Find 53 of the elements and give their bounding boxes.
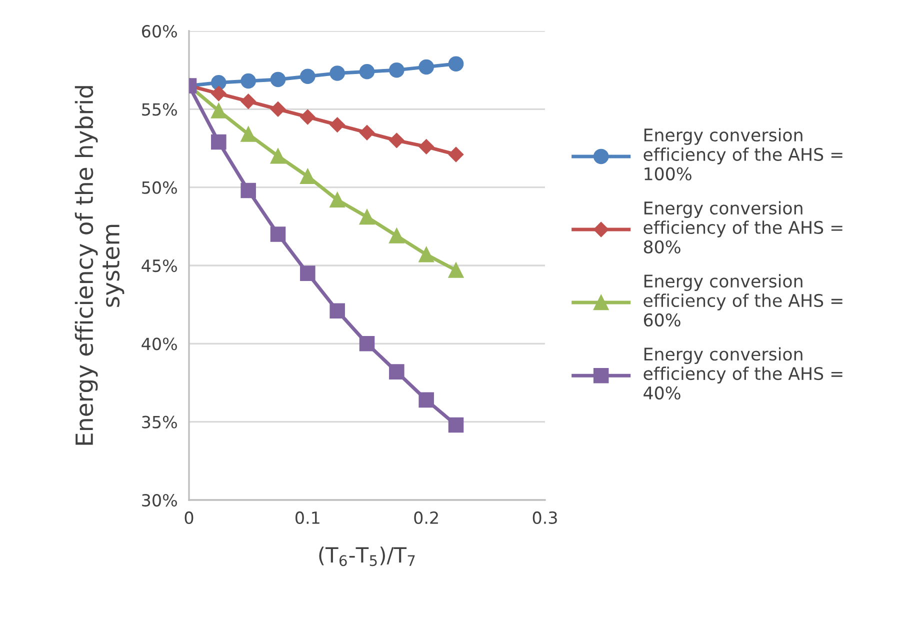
point [300,68,316,84]
y-tick-label: 30% [142,494,177,507]
point [359,209,375,225]
legend-label: Energy conversion efficiency of the AHS = 60% [644,274,842,326]
point [418,59,434,75]
point [330,192,345,208]
point [300,168,316,184]
point [359,336,375,352]
point [389,132,404,148]
point [330,66,345,81]
point [300,109,316,125]
point [240,94,256,109]
point [448,417,464,433]
point [300,266,316,281]
point [389,62,404,78]
point [240,126,256,142]
point [240,73,256,89]
point [359,125,375,140]
point [270,226,286,242]
x-axis-title: (T$_{6}$-T$_{5}$)/T$_{7}$ [319,546,415,566]
y-tick-label: 40% [142,338,177,350]
point [270,148,286,164]
point [211,134,226,150]
point [330,117,345,132]
point [418,246,434,262]
point [389,228,404,244]
point [448,146,464,162]
point [418,139,434,154]
point [448,262,464,278]
y-tick-label: 45% [142,259,177,272]
legend-label: Energy conversion efficiency of the AHS = 80% [644,201,842,254]
x-tick-label: 0.2 [414,511,438,524]
point [270,72,286,88]
x-tick-label: 0.3 [532,511,557,524]
point [211,86,226,102]
point [330,303,345,318]
legend-label: Energy conversion efficiency of the AHS = 100% [644,128,842,180]
x-tick-label: 0 [184,511,194,524]
legend-label: Energy conversion efficiency of the AHS = 40% [644,347,842,400]
point [389,364,404,380]
point [211,74,226,90]
y-tick-label: 60% [142,24,177,38]
y-axis-title: Energy efficiency of the hybrid system [74,86,124,445]
y-tick-label: 35% [142,416,177,428]
point [418,392,434,408]
point [240,182,256,198]
y-tick-label: 55% [142,103,177,116]
point [448,56,464,72]
point [211,103,226,118]
x-tick-label: 0.1 [296,511,320,524]
y-tick-label: 50% [142,181,177,194]
point [359,64,375,80]
point [270,102,286,117]
